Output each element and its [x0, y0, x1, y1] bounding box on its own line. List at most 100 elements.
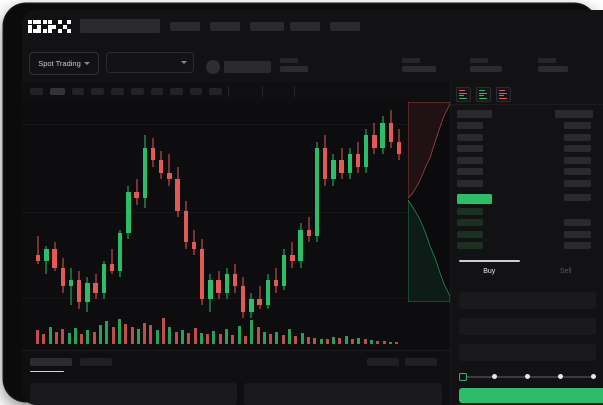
volume-bar	[168, 327, 172, 344]
orderbook-mode-asks-icon[interactable]	[496, 87, 511, 102]
spot-trading-dropdown[interactable]: Spot Trading	[29, 52, 99, 75]
volume-bar	[332, 337, 336, 344]
ticker-bar: Spot Trading	[22, 44, 603, 82]
timeframe-button-9[interactable]	[190, 88, 202, 95]
volume-bar	[124, 323, 128, 344]
timeframe-button-6[interactable]	[131, 88, 144, 95]
search-input[interactable]	[80, 19, 160, 33]
orderbook-bid-row[interactable]	[457, 242, 483, 250]
bid-depth-area	[408, 199, 450, 302]
pair-select[interactable]	[106, 52, 194, 73]
timeframe-button-2[interactable]	[50, 88, 65, 95]
orderbook-ask-row[interactable]	[457, 156, 483, 164]
candle-wick	[136, 179, 138, 205]
bottom-action-1[interactable]	[367, 358, 399, 366]
candle	[265, 102, 270, 332]
stat-24h-volume-label	[538, 58, 556, 63]
toolbar-divider-3	[294, 86, 295, 97]
candle	[257, 102, 262, 332]
price-input[interactable]	[459, 292, 596, 309]
candle-wick	[168, 154, 170, 186]
nav-item-2[interactable]	[210, 22, 240, 31]
candle-body	[175, 179, 180, 211]
stat-24h-change-label	[402, 58, 420, 63]
slider-step-100[interactable]	[591, 374, 596, 379]
timeframe-button-8[interactable]	[170, 88, 183, 95]
orderbook-ask-amount	[564, 122, 591, 129]
candle-body	[77, 280, 82, 303]
bottom-action-2[interactable]	[405, 358, 437, 366]
nav-item-1[interactable]	[170, 22, 200, 31]
candle	[331, 102, 336, 332]
volume-bar	[99, 325, 102, 344]
orderbook-bid-row[interactable]	[457, 207, 483, 215]
timeframe-button-10[interactable]	[209, 88, 222, 95]
candle-body	[339, 160, 344, 174]
candle	[355, 102, 361, 332]
orderbook-ask-amount	[564, 145, 591, 153]
orderbook-ask-amount	[564, 180, 591, 187]
volume-bar	[306, 336, 310, 344]
amount-input[interactable]	[459, 318, 596, 335]
tab-open-orders[interactable]	[30, 358, 72, 366]
volume-bar	[262, 331, 266, 344]
nav-item-5[interactable]	[330, 22, 360, 31]
volume-bar	[351, 338, 354, 344]
order-book-view-modes	[456, 87, 511, 102]
candle-body	[224, 273, 229, 293]
candle-wick	[111, 248, 113, 274]
candle	[298, 102, 303, 332]
orderbook-bid-row[interactable]	[457, 230, 483, 238]
nav-item-3[interactable]	[250, 22, 284, 31]
tab-sell[interactable]: Sell	[528, 260, 603, 282]
orderbook-ask-row[interactable]	[457, 180, 483, 187]
volume-bar	[388, 341, 392, 344]
timeframe-button-7[interactable]	[151, 88, 163, 95]
stat-last-price-label	[280, 58, 298, 63]
volume-bar	[111, 327, 115, 344]
volume-bar	[300, 332, 304, 344]
candle-body	[372, 135, 377, 148]
candle	[232, 102, 238, 332]
nav-item-4[interactable]	[290, 22, 320, 31]
candle-body	[388, 122, 393, 142]
candle-body	[85, 283, 90, 303]
volume-bar	[105, 321, 109, 344]
orderbook-ask-row[interactable]	[457, 168, 483, 176]
bottom-panel-right	[244, 383, 442, 405]
orderbook-bid-row[interactable]	[457, 219, 483, 227]
candle	[175, 102, 180, 332]
candle-body	[298, 229, 303, 262]
slider-step-75[interactable]	[558, 374, 563, 379]
candle-body	[44, 248, 49, 262]
total-input[interactable]	[459, 344, 596, 361]
slider-step-50[interactable]	[525, 374, 530, 379]
okx-logo[interactable]	[28, 20, 72, 34]
timeframe-button-5[interactable]	[111, 88, 124, 95]
slider-step-25[interactable]	[492, 374, 497, 379]
timeframe-button-4[interactable]	[91, 88, 104, 95]
volume-bar	[256, 327, 260, 344]
orderbook-ask-row[interactable]	[457, 133, 483, 141]
orderbook-mode-both-icon[interactable]	[456, 87, 471, 102]
orderbook-spread-row[interactable]	[457, 193, 492, 204]
tab-buy[interactable]: Buy	[451, 260, 528, 282]
orderbook-ask-row[interactable]	[457, 145, 483, 153]
candle	[388, 102, 393, 332]
amount-percent-slider[interactable]	[459, 373, 596, 381]
timeframe-button-3[interactable]	[72, 88, 84, 95]
slider-handle[interactable]	[459, 373, 467, 381]
volume-bar	[382, 341, 386, 344]
volume-bar	[369, 340, 373, 344]
candle	[101, 102, 106, 332]
candlestick-chart[interactable]	[22, 102, 408, 350]
candle-body	[52, 248, 57, 268]
orderbook-ask-row[interactable]	[457, 122, 483, 129]
volume-bar	[117, 319, 121, 344]
orderbook-mode-bids-icon[interactable]	[476, 87, 491, 102]
timeframe-button-1[interactable]	[30, 88, 43, 95]
submit-buy-button[interactable]	[459, 388, 603, 403]
volume-bar	[319, 338, 323, 344]
candle	[273, 102, 279, 332]
tab-order-history[interactable]	[80, 358, 112, 366]
